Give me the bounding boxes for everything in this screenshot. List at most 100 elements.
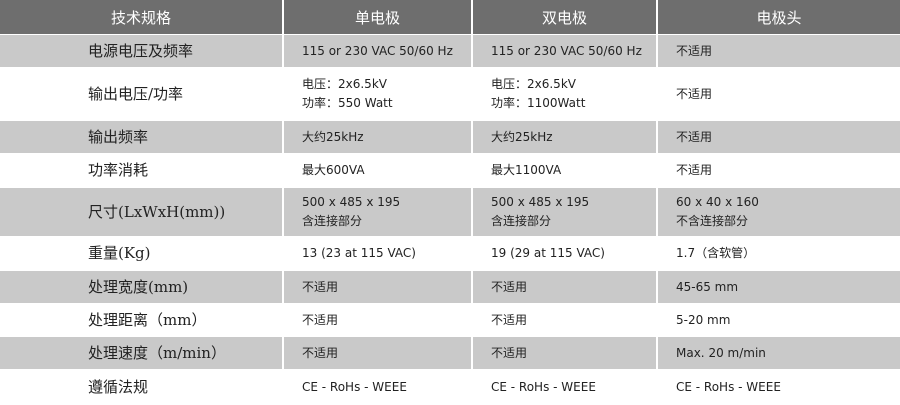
table-body: 电源电压及频率 115 or 230 VAC 50/60 Hz 115 or 230…: [0, 34, 900, 405]
cell-line: 最大600VA: [302, 163, 365, 177]
cell-line: CE - RoHs - WEEE: [676, 379, 781, 394]
table-row: 处理宽度(mm) 不适用 不适用 45-65 mm: [0, 270, 900, 304]
cell-line: 处理速度（m/min）: [88, 343, 226, 362]
cell-line: 输出频率: [88, 127, 149, 146]
cell: 不适用: [656, 120, 900, 154]
header-cell: 双电极: [471, 0, 657, 35]
cell: 大约25kHz: [471, 120, 657, 154]
cell-line: 不含连接部分: [676, 214, 749, 228]
cell-line: 功率：550 Watt: [302, 96, 393, 110]
cell-line: 19 (29 at 115 VAC): [491, 246, 605, 260]
cell-line: 60 x 40 x 160: [676, 195, 759, 209]
cell: Max. 20 m/min: [656, 336, 900, 370]
cell-line: 115 or 230 VAC 50/60 Hz: [302, 43, 453, 58]
cell: 最大1100VA: [471, 153, 657, 188]
table-row: 尺寸(LxWxH(mm)) 500 x 485 x 195 含连接部分 500 x 4…: [0, 187, 900, 237]
cell-line: 不适用: [676, 129, 713, 144]
cell-line: 最大1100VA: [491, 163, 562, 177]
cell: 115 or 230 VAC 50/60 Hz: [471, 34, 657, 68]
cell: CE - RoHs - WEEE: [282, 369, 472, 405]
row-label: 遵循法规: [0, 369, 283, 405]
cell-line: 电压：2x6.5kV: [491, 77, 576, 91]
header-cell: 单电极: [282, 0, 472, 35]
cell-line: Max. 20 m/min: [676, 345, 766, 360]
cell: 1.7（含软管）: [656, 236, 900, 271]
table-row: 功率消耗 最大600VA 最大1100VA 不适用: [0, 153, 900, 188]
header-cell: 电极头: [656, 0, 900, 35]
cell-line: 不适用: [302, 345, 339, 360]
cell-line: 大约25kHz: [302, 129, 364, 144]
cell-line: 500 x 485 x 195: [302, 195, 401, 209]
cell-line: 尺寸(LxWxH(mm)): [88, 202, 226, 221]
cell-line: CE - RoHs - WEEE: [491, 379, 596, 394]
cell-line: 含连接部分: [302, 214, 363, 228]
cell-line: 不适用: [491, 279, 528, 294]
cell-line: 5-20 mm: [676, 312, 731, 327]
table-row: 输出电压/功率 电压：2x6.5kV 功率：550 Watt 电压：2x6.5kV 功率…: [0, 67, 900, 121]
cell-line: 不适用: [676, 43, 713, 58]
cell-line: 不适用: [676, 86, 713, 101]
row-label: 处理距离（mm）: [0, 303, 283, 337]
header-row: 技术规格 单电极 双电极 电极头: [0, 0, 900, 35]
cell-line: 不适用: [302, 279, 339, 294]
cell: 500 x 485 x 195 含连接部分: [471, 187, 657, 237]
cell: 电压：2x6.5kV 功率：1100Watt: [471, 67, 657, 121]
cell-line: 不适用: [491, 312, 528, 327]
table-row: 遵循法规 CE - RoHs - WEEE CE - RoHs - WEEE CE -…: [0, 369, 900, 405]
cell: 不适用: [656, 153, 900, 188]
cell-line: 输出电压/功率: [88, 84, 184, 103]
row-label: 电源电压及频率: [0, 34, 283, 68]
cell: 45-65 mm: [656, 270, 900, 304]
cell-line: 功率：1100Watt: [491, 96, 586, 110]
table-row: 处理速度（m/min） 不适用 不适用 Max. 20 m/min: [0, 336, 900, 370]
cell-line: 不适用: [302, 312, 339, 327]
cell-line: 含连接部分: [491, 214, 552, 228]
cell: 不适用: [282, 270, 472, 304]
header-cell: 技术规格: [0, 0, 283, 35]
cell: 115 or 230 VAC 50/60 Hz: [282, 34, 472, 68]
cell-line: CE - RoHs - WEEE: [302, 379, 407, 394]
cell: 电压：2x6.5kV 功率：550 Watt: [282, 67, 472, 121]
row-label: 处理宽度(mm): [0, 270, 283, 304]
cell-line: 重量(Kg): [88, 244, 151, 262]
cell: CE - RoHs - WEEE: [471, 369, 657, 405]
table-row: 电源电压及频率 115 or 230 VAC 50/60 Hz 115 or 230…: [0, 34, 900, 68]
cell: 13 (23 at 115 VAC): [282, 236, 472, 271]
cell-line: 115 or 230 VAC 50/60 Hz: [491, 43, 642, 58]
row-label: 功率消耗: [0, 153, 283, 188]
cell-line: 500 x 485 x 195: [491, 195, 590, 209]
cell: 不适用: [282, 303, 472, 337]
cell: 最大600VA: [282, 153, 472, 188]
row-label: 输出电压/功率: [0, 67, 283, 121]
cell: CE - RoHs - WEEE: [656, 369, 900, 405]
cell: 5-20 mm: [656, 303, 900, 337]
cell-line: 大约25kHz: [491, 129, 553, 144]
cell-line: 功率消耗: [88, 161, 149, 179]
cell: 不适用: [656, 34, 900, 68]
cell: 不适用: [282, 336, 472, 370]
cell-line: 电压：2x6.5kV: [302, 77, 387, 91]
table-row: 输出频率 大约25kHz 大约25kHz 不适用: [0, 120, 900, 154]
cell-line: 遵循法规: [88, 377, 149, 396]
table-row: 处理距离（mm） 不适用 不适用 5-20 mm: [0, 303, 900, 337]
cell-line: 处理宽度(mm): [88, 277, 189, 296]
row-label: 处理速度（m/min）: [0, 336, 283, 370]
cell: 60 x 40 x 160 不含连接部分: [656, 187, 900, 237]
cell: 大约25kHz: [282, 120, 472, 154]
cell-line: 电源电压及频率: [88, 41, 194, 60]
row-label: 重量(Kg): [0, 236, 283, 271]
cell-line: 不适用: [491, 345, 528, 360]
cell: 不适用: [471, 303, 657, 337]
cell: 不适用: [656, 67, 900, 121]
table-row: 重量(Kg) 13 (23 at 115 VAC) 19 (29 at 115 VA…: [0, 236, 900, 271]
cell-line: 1.7（含软管）: [676, 246, 756, 260]
cell: 19 (29 at 115 VAC): [471, 236, 657, 271]
row-label: 输出频率: [0, 120, 283, 154]
cell-line: 45-65 mm: [676, 279, 739, 294]
cell-line: 13 (23 at 115 VAC): [302, 246, 416, 260]
row-label: 尺寸(LxWxH(mm)): [0, 187, 283, 237]
cell: 不适用: [471, 336, 657, 370]
cell-line: 处理距离（mm）: [88, 310, 207, 329]
cell: 不适用: [471, 270, 657, 304]
